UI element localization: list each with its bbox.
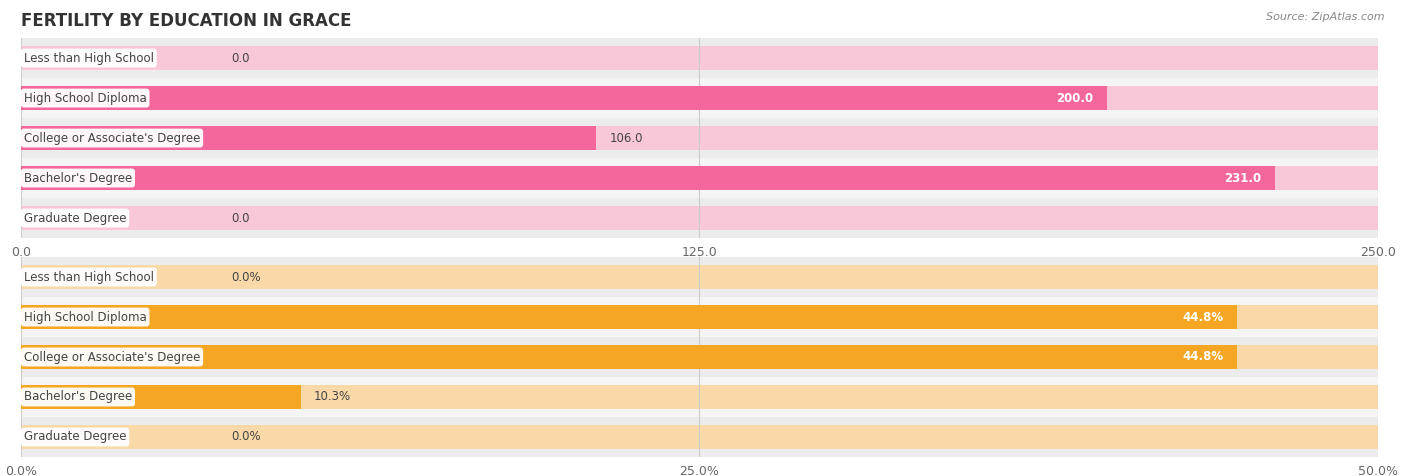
Text: Graduate Degree: Graduate Degree bbox=[24, 211, 127, 225]
Bar bbox=[21, 126, 1378, 150]
Bar bbox=[21, 78, 1378, 118]
Text: Bachelor's Degree: Bachelor's Degree bbox=[24, 171, 132, 185]
Bar bbox=[21, 305, 1237, 329]
Text: FERTILITY BY EDUCATION IN GRACE: FERTILITY BY EDUCATION IN GRACE bbox=[21, 12, 351, 30]
Bar bbox=[21, 86, 1107, 110]
Bar bbox=[21, 118, 1378, 158]
Text: 10.3%: 10.3% bbox=[314, 390, 352, 404]
Bar bbox=[21, 305, 1378, 329]
Bar bbox=[21, 265, 1378, 289]
Bar bbox=[21, 385, 301, 409]
Text: Bachelor's Degree: Bachelor's Degree bbox=[24, 390, 132, 404]
Text: High School Diploma: High School Diploma bbox=[24, 91, 146, 105]
Bar bbox=[21, 337, 1378, 377]
Text: Less than High School: Less than High School bbox=[24, 51, 153, 65]
Text: 231.0: 231.0 bbox=[1225, 171, 1261, 185]
Bar bbox=[21, 385, 1378, 409]
Text: College or Associate's Degree: College or Associate's Degree bbox=[24, 131, 200, 145]
Text: Less than High School: Less than High School bbox=[24, 270, 153, 284]
Text: High School Diploma: High School Diploma bbox=[24, 310, 146, 324]
Bar bbox=[21, 425, 1378, 449]
Text: Graduate Degree: Graduate Degree bbox=[24, 430, 127, 444]
Bar bbox=[21, 46, 1378, 70]
Bar bbox=[21, 38, 1378, 78]
Text: 106.0: 106.0 bbox=[610, 131, 644, 145]
Text: 44.8%: 44.8% bbox=[1182, 350, 1223, 364]
Bar bbox=[21, 297, 1378, 337]
Bar bbox=[21, 166, 1378, 190]
Bar bbox=[21, 417, 1378, 457]
Bar bbox=[21, 345, 1378, 369]
Text: College or Associate's Degree: College or Associate's Degree bbox=[24, 350, 200, 364]
Text: 0.0: 0.0 bbox=[232, 211, 250, 225]
Text: 0.0%: 0.0% bbox=[232, 270, 262, 284]
Text: Source: ZipAtlas.com: Source: ZipAtlas.com bbox=[1267, 12, 1385, 22]
Bar bbox=[21, 158, 1378, 198]
Text: 200.0: 200.0 bbox=[1056, 91, 1092, 105]
Bar bbox=[21, 166, 1275, 190]
Text: 0.0%: 0.0% bbox=[232, 430, 262, 444]
Text: 0.0: 0.0 bbox=[232, 51, 250, 65]
Text: 44.8%: 44.8% bbox=[1182, 310, 1223, 324]
Bar bbox=[21, 198, 1378, 238]
Bar bbox=[21, 206, 1378, 230]
Bar bbox=[21, 86, 1378, 110]
Bar bbox=[21, 345, 1237, 369]
Bar bbox=[21, 126, 596, 150]
Bar bbox=[21, 257, 1378, 297]
Bar bbox=[21, 377, 1378, 417]
